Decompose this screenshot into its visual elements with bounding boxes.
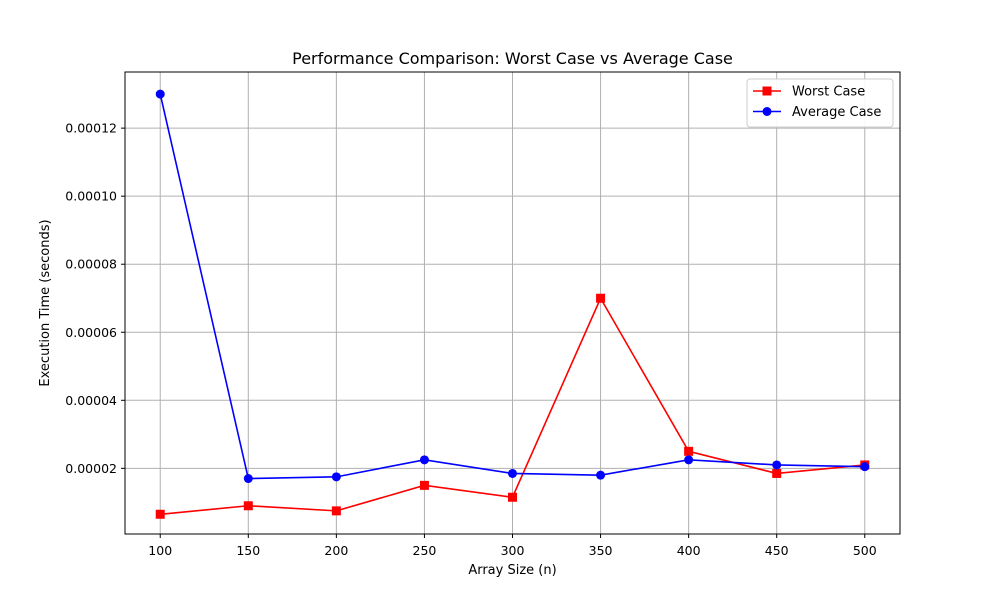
worst-case-point: [419, 480, 429, 490]
legend: Worst Case Average Case: [746, 78, 894, 128]
average-case-point: [419, 455, 429, 465]
y-axis-label: Execution Time (seconds): [38, 219, 53, 386]
y-tick-label: 0.00010: [65, 189, 117, 204]
worst-case-point: [772, 468, 782, 478]
legend-item-average-case: Average Case: [753, 105, 881, 120]
x-tick-label: 350: [589, 543, 613, 558]
worst-case-point: [243, 501, 253, 511]
x-tick-label: 300: [501, 543, 525, 558]
x-tick-label: 450: [765, 543, 789, 558]
legend-marker: [762, 86, 772, 96]
average-case-point: [860, 462, 870, 472]
y-tick-label: 0.00006: [65, 325, 117, 340]
average-case-point: [508, 468, 517, 478]
worst-case-point: [596, 293, 606, 303]
grid: [125, 72, 900, 534]
series-average-case: [155, 89, 870, 484]
x-tick-label: 500: [853, 543, 877, 558]
average-case-point: [772, 460, 782, 470]
legend-box: [746, 78, 894, 128]
legend-label: Average Case: [792, 105, 881, 120]
legend-item-worst-case: Worst Case: [753, 85, 865, 100]
y-tick-label: 0.00012: [65, 121, 117, 136]
axis-ticks: 100 150 200 250 300 350 400 450 500 0.00002 0.0000…: [65, 121, 876, 558]
legend-label: Worst Case: [792, 85, 865, 100]
y-tick-label: 0.00002: [65, 461, 117, 476]
average-case-point: [155, 89, 165, 99]
worst-case-point: [155, 509, 165, 519]
legend-marker: [762, 107, 772, 116]
x-tick-label: 100: [148, 543, 172, 558]
average-case-point: [596, 470, 606, 480]
x-tick-label: 400: [677, 543, 701, 558]
x-tick-label: 200: [324, 543, 348, 558]
average-case-point: [684, 455, 694, 465]
x-tick-label: 250: [413, 543, 437, 558]
average-case-point: [331, 472, 341, 482]
worst-case-point: [331, 506, 341, 516]
x-axis-label: Array Size (n): [468, 563, 556, 578]
x-tick-label: 150: [236, 543, 260, 558]
average-case-point: [243, 474, 253, 484]
worst-case-point: [684, 446, 694, 456]
chart-title: Performance Comparison: Worst Case vs Av…: [292, 49, 733, 68]
y-tick-label: 0.00004: [65, 393, 117, 408]
plot-series: [155, 89, 870, 519]
y-tick-label: 0.00008: [65, 257, 117, 272]
worst-case-point: [508, 492, 517, 502]
